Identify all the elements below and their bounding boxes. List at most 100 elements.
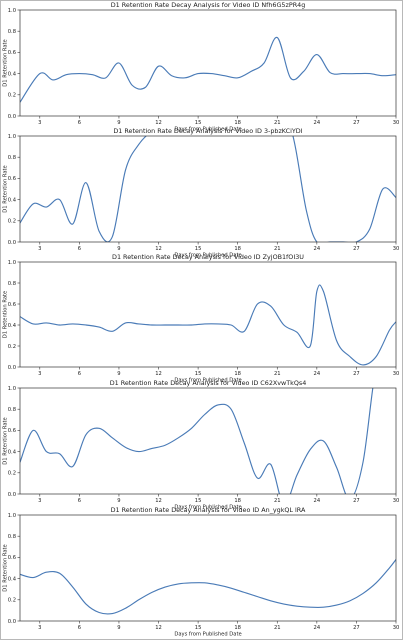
x-tick-label: 9 (117, 246, 120, 252)
y-tick-label: 0.8 (8, 281, 16, 287)
x-tick-label: 27 (353, 120, 360, 126)
y-axis-label: D1 Retention Rate (3, 165, 9, 213)
x-tick-label: 9 (117, 498, 120, 504)
y-tick-label: 1.0 (8, 260, 16, 266)
y-tick-label: 1.0 (8, 8, 16, 14)
y-tick-label: 0.6 (8, 302, 16, 308)
y-tick-label: 0.6 (8, 50, 16, 56)
x-tick-label: 3 (38, 371, 41, 377)
y-tick-label: 0.0 (8, 492, 16, 498)
x-tick-label: 6 (78, 120, 81, 126)
x-tick-label: 18 (234, 246, 241, 252)
x-axis-label: Days from Published Date (174, 253, 241, 259)
y-axis-label: D1 Retention Rate (3, 544, 9, 592)
plot-area (19, 387, 397, 495)
chart-panel-5: D1 Retention Rate Decay Analysis for Vid… (3, 506, 400, 638)
y-tick-label: 0.0 (8, 240, 16, 246)
y-tick-label: 0.4 (8, 449, 17, 455)
x-tick-label: 3 (38, 625, 41, 631)
y-tick-label: 0.4 (8, 197, 17, 203)
chart-title: D1 Retention Rate Decay Analysis for Vid… (111, 506, 306, 514)
y-tick-label: 1.0 (8, 513, 16, 519)
series-line (20, 36, 396, 103)
plot-area (19, 9, 397, 117)
x-tick-label: 15 (195, 498, 202, 504)
y-axis-label: D1 Retention Rate (3, 417, 9, 465)
y-tick-label: 0.8 (8, 29, 16, 35)
x-tick-label: 24 (314, 246, 321, 252)
chart-panel-1: D1 Retention Rate Decay Analysis for Vid… (3, 1, 400, 133)
y-tick-label: 0.4 (8, 576, 17, 582)
y-tick-label: 0.2 (8, 471, 16, 477)
x-axis-label: Days from Published Date (174, 505, 241, 511)
y-tick-label: 0.0 (8, 114, 16, 120)
y-tick-label: 0.8 (8, 534, 16, 540)
series-line (20, 284, 396, 366)
x-tick-label: 6 (78, 246, 81, 252)
x-tick-label: 3 (38, 498, 41, 504)
y-tick-label: 0.4 (8, 71, 17, 77)
x-tick-label: 30 (393, 120, 400, 126)
series-line (20, 388, 374, 494)
x-tick-label: 12 (155, 625, 162, 631)
x-tick-label: 27 (353, 371, 360, 377)
x-tick-label: 27 (353, 625, 360, 631)
x-tick-label: 9 (117, 120, 120, 126)
x-axis-label: Days from Published Date (174, 127, 241, 133)
y-tick-label: 1.0 (8, 134, 16, 140)
x-tick-label: 30 (393, 371, 400, 377)
x-tick-label: 21 (274, 498, 281, 504)
y-tick-label: 0.4 (8, 323, 17, 329)
plot-area (19, 261, 397, 368)
y-tick-label: 0.6 (8, 428, 16, 434)
x-tick-label: 24 (314, 625, 321, 631)
y-tick-label: 0.6 (8, 176, 16, 182)
x-tick-label: 30 (393, 246, 400, 252)
x-tick-label: 9 (117, 371, 120, 377)
x-tick-label: 6 (78, 625, 81, 631)
chart-title: D1 Retention Rate Decay Analysis for Vid… (112, 253, 304, 261)
plot-area (19, 514, 397, 622)
x-tick-label: 21 (274, 371, 281, 377)
x-tick-label: 24 (314, 371, 321, 377)
y-tick-label: 0.0 (8, 619, 16, 625)
chart-title: D1 Retention Rate Decay Analysis for Vid… (110, 379, 307, 387)
x-tick-label: 15 (195, 371, 202, 377)
series-line (20, 136, 396, 242)
y-tick-label: 0.0 (8, 365, 16, 371)
x-tick-label: 6 (78, 498, 81, 504)
y-tick-label: 0.6 (8, 555, 16, 561)
chart-title: D1 Retention Rate Decay Analysis for Vid… (113, 127, 302, 135)
y-tick-label: 0.2 (8, 344, 16, 350)
y-tick-label: 0.2 (8, 598, 16, 604)
x-tick-label: 21 (274, 120, 281, 126)
x-tick-label: 18 (234, 371, 241, 377)
x-tick-label: 12 (155, 246, 162, 252)
x-tick-label: 24 (314, 120, 321, 126)
chart-title: D1 Retention Rate Decay Analysis for Vid… (111, 1, 306, 9)
chart-panel-4: D1 Retention Rate Decay Analysis for Vid… (3, 379, 400, 511)
x-axis-label: Days from Published Date (174, 632, 241, 638)
x-tick-label: 12 (155, 498, 162, 504)
x-tick-label: 21 (274, 246, 281, 252)
x-tick-label: 18 (234, 625, 241, 631)
x-tick-label: 15 (195, 246, 202, 252)
x-tick-label: 15 (195, 120, 202, 126)
x-tick-label: 21 (274, 625, 281, 631)
y-tick-label: 1.0 (8, 386, 16, 392)
x-tick-label: 30 (393, 498, 400, 504)
chart-panel-2: D1 Retention Rate Decay Analysis for Vid… (3, 127, 400, 259)
x-tick-label: 9 (117, 625, 120, 631)
x-tick-label: 30 (393, 625, 400, 631)
series-line (20, 558, 396, 615)
x-tick-label: 18 (234, 120, 241, 126)
x-axis-label: Days from Published Date (174, 378, 241, 384)
y-axis-label: D1 Retention Rate (3, 39, 9, 87)
y-tick-label: 0.8 (8, 155, 16, 161)
x-tick-label: 3 (38, 120, 41, 126)
plot-area (19, 135, 397, 243)
x-tick-label: 3 (38, 246, 41, 252)
y-tick-label: 0.2 (8, 219, 16, 225)
x-tick-label: 15 (195, 625, 202, 631)
